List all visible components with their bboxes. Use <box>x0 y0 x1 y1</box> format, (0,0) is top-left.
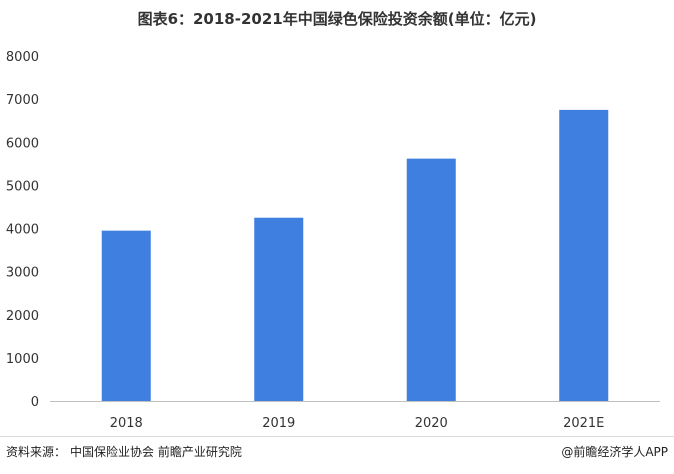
source-note: 资料来源： 中国保险业协会 前瞻产业研究院 <box>6 443 242 460</box>
source-label: 资料来源： <box>6 445 67 459</box>
bar-2021E <box>559 109 609 401</box>
y-tick-label: 1000 <box>6 352 39 367</box>
credit-text: @前瞻经济学人APP <box>561 445 668 459</box>
x-tick-label: 2019 <box>262 416 295 431</box>
y-axis-ticks: 0 1000 2000 3000 4000 5000 6000 7000 8000 <box>6 50 39 410</box>
x-tick-label: 2018 <box>110 416 143 431</box>
y-tick-label: 3000 <box>6 266 39 281</box>
bars <box>101 109 609 401</box>
footer-divider <box>0 436 674 437</box>
bar-2020 <box>406 158 456 401</box>
x-axis-ticks: 2018 2019 2020 2021E <box>110 416 605 431</box>
y-tick-label: 0 <box>31 395 39 410</box>
y-tick-label: 5000 <box>6 179 39 194</box>
y-tick-label: 7000 <box>6 93 39 108</box>
x-tick-label: 2021E <box>563 416 604 431</box>
y-tick-label: 8000 <box>6 50 39 65</box>
y-tick-label: 4000 <box>6 223 39 238</box>
chart-title: 图表6：2018-2021年中国绿色保险投资余额(单位：亿元) <box>137 10 537 28</box>
bar-2019 <box>254 217 304 401</box>
y-tick-label: 2000 <box>6 309 39 324</box>
source-text: 中国保险业协会 前瞻产业研究院 <box>70 445 242 459</box>
y-tick-label: 6000 <box>6 136 39 151</box>
bar-2018 <box>101 230 151 401</box>
x-tick-label: 2020 <box>415 416 448 431</box>
